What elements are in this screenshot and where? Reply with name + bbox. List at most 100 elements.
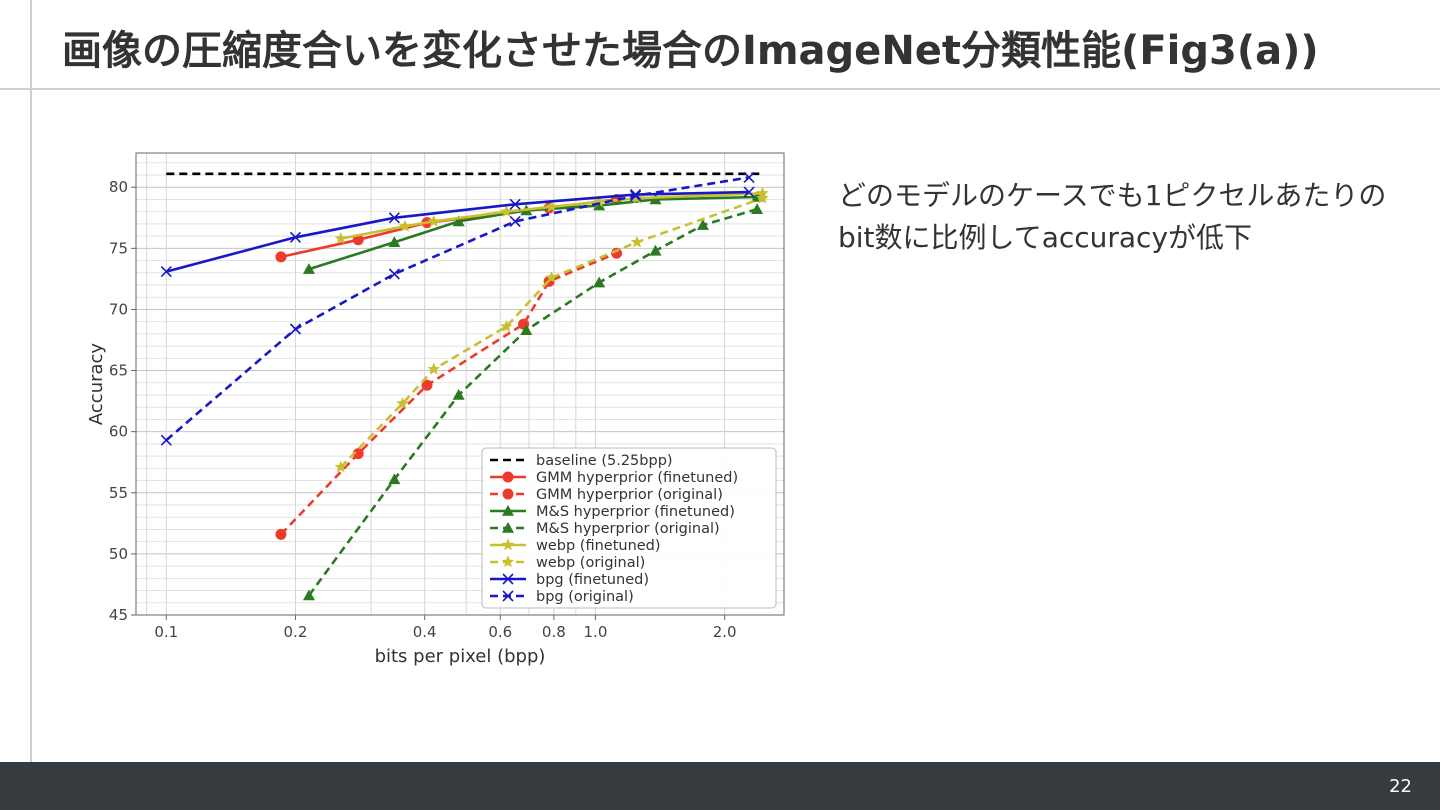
data-point bbox=[500, 320, 513, 332]
data-point bbox=[756, 191, 769, 204]
data-point bbox=[452, 389, 465, 400]
data-point bbox=[421, 379, 433, 391]
x-tick-label: 0.2 bbox=[284, 623, 308, 641]
y-tick-label: 50 bbox=[109, 545, 128, 563]
series-line bbox=[307, 207, 758, 597]
legend-marker bbox=[502, 590, 514, 602]
accuracy-vs-bpp-chart: 0.1 0.2 0.4 0.6 0.8 1.0 2.0 45 50 55 60 65 70 75 80 b… bbox=[80, 140, 800, 680]
data-point bbox=[334, 460, 347, 473]
marker-x-stroke bbox=[629, 190, 642, 202]
legend-label: webp (original) bbox=[536, 555, 645, 571]
legend-marker bbox=[501, 555, 515, 568]
legend-marker bbox=[502, 488, 514, 500]
data-point bbox=[500, 205, 513, 217]
legend-marker bbox=[502, 471, 514, 483]
data-point bbox=[545, 271, 558, 283]
series-6 bbox=[334, 191, 769, 473]
marker-x-stroke bbox=[743, 171, 755, 184]
marker-x-stroke bbox=[502, 573, 514, 585]
y-axis-label: Accuracy bbox=[86, 343, 107, 426]
data-point bbox=[388, 236, 401, 248]
plot-frame bbox=[135, 152, 785, 616]
series-5 bbox=[334, 186, 769, 244]
series-8 bbox=[160, 171, 755, 446]
data-point bbox=[743, 171, 755, 184]
legend-label: bpg (finetuned) bbox=[536, 572, 649, 588]
legend-box bbox=[481, 447, 777, 609]
data-point bbox=[275, 528, 287, 540]
left-rule bbox=[30, 0, 32, 762]
data-point bbox=[302, 263, 315, 274]
marker-x-stroke bbox=[289, 231, 302, 243]
data-point bbox=[593, 276, 606, 288]
title-divider bbox=[0, 88, 1440, 90]
data-point bbox=[743, 186, 755, 198]
legend-label: GMM hyperprior (original) bbox=[536, 487, 723, 503]
x-tick-label: 0.1 bbox=[154, 623, 178, 641]
x-tick-label: 0.8 bbox=[542, 623, 566, 641]
marker-x-stroke bbox=[502, 590, 514, 602]
data-point bbox=[751, 203, 764, 215]
data-point bbox=[289, 323, 302, 335]
legend-marker bbox=[502, 522, 514, 533]
series-7 bbox=[160, 186, 755, 278]
data-point bbox=[388, 473, 401, 485]
x-axis-label: bits per pixel (bpp) bbox=[375, 646, 546, 667]
data-point bbox=[509, 198, 521, 210]
data-point bbox=[593, 199, 606, 211]
marker-x-stroke bbox=[388, 268, 400, 280]
y-axis-ticks: 45 50 55 60 65 70 75 80 bbox=[109, 178, 136, 624]
y-tick-label: 75 bbox=[109, 239, 128, 257]
legend-label: bpg (original) bbox=[536, 589, 634, 605]
chart-series bbox=[160, 171, 769, 601]
legend-marker bbox=[502, 573, 514, 585]
data-point bbox=[275, 251, 287, 263]
y-tick-label: 55 bbox=[109, 484, 128, 502]
x-axis-ticks: 0.1 0.2 0.4 0.6 0.8 1.0 2.0 bbox=[154, 615, 737, 641]
data-point bbox=[396, 397, 409, 409]
data-point bbox=[289, 231, 302, 243]
series-4 bbox=[302, 203, 764, 601]
slide-title: 画像の圧縮度合いを変化させた場合のImageNet分類性能(Fig3(a)) bbox=[62, 28, 1319, 74]
y-tick-label: 80 bbox=[109, 178, 128, 196]
data-point bbox=[452, 215, 465, 227]
data-point bbox=[388, 268, 400, 280]
marker-x-stroke bbox=[160, 434, 172, 446]
legend-label: M&S hyperprior (finetuned) bbox=[536, 504, 735, 520]
data-point bbox=[334, 232, 347, 244]
data-point bbox=[649, 244, 662, 256]
marker-x-stroke bbox=[160, 265, 172, 278]
data-point bbox=[427, 214, 440, 227]
series-line bbox=[280, 251, 618, 536]
data-point bbox=[545, 200, 558, 212]
y-tick-label: 60 bbox=[109, 423, 128, 441]
legend-marker bbox=[501, 538, 515, 551]
x-tick-label: 0.6 bbox=[488, 623, 512, 641]
data-point bbox=[427, 362, 440, 375]
data-point bbox=[398, 219, 412, 232]
data-point bbox=[160, 434, 172, 446]
marker-x-stroke bbox=[743, 186, 755, 198]
legend-marker bbox=[502, 505, 514, 516]
x-tick-label: 0.4 bbox=[413, 623, 437, 641]
y-tick-label: 65 bbox=[109, 362, 128, 380]
data-point bbox=[520, 324, 533, 336]
marker-x-stroke bbox=[388, 212, 400, 224]
data-point bbox=[630, 235, 644, 248]
data-point bbox=[160, 265, 172, 278]
legend-label: M&S hyperprior (original) bbox=[536, 521, 720, 537]
y-tick-label: 45 bbox=[109, 606, 128, 624]
page-number: 22 bbox=[1389, 776, 1412, 797]
legend-label: webp (finetuned) bbox=[536, 538, 661, 554]
x-tick-label: 1.0 bbox=[584, 623, 608, 641]
marker-x-stroke bbox=[509, 198, 521, 210]
y-tick-label: 70 bbox=[109, 300, 128, 318]
chart-svg: 0.1 0.2 0.4 0.6 0.8 1.0 2.0 45 50 55 60 65 70 75 80 b… bbox=[86, 152, 785, 667]
data-point bbox=[696, 219, 709, 230]
series-line bbox=[165, 176, 750, 442]
legend-label: GMM hyperprior (finetuned) bbox=[536, 470, 738, 486]
data-point bbox=[509, 215, 521, 228]
marker-x-stroke bbox=[509, 215, 521, 228]
marker-x-stroke bbox=[289, 323, 302, 335]
legend-label: baseline (5.25bpp) bbox=[536, 453, 673, 469]
